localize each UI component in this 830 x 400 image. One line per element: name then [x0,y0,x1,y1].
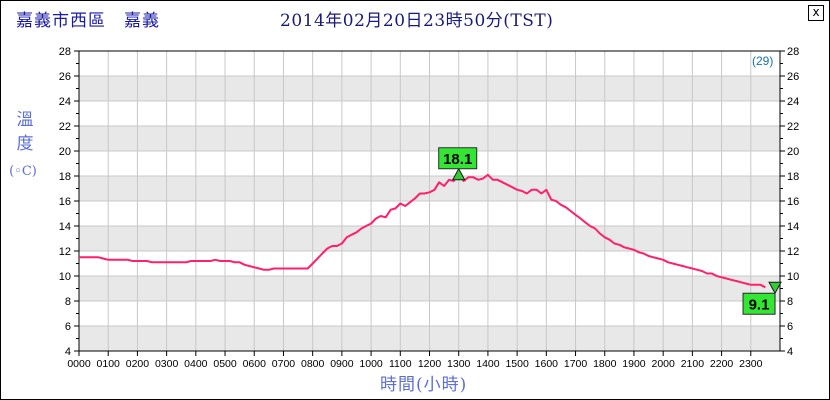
vertical-gridlines [107,51,752,351]
x-tick-label: 2200 [710,358,734,370]
x-tick-label: 1000 [359,358,383,370]
y-axis-unit: (◦C) [9,164,37,179]
max-value-label: 18.1 [443,151,472,168]
location-title: 嘉義市西區 嘉義 [16,11,160,31]
y-axis-label-char-2: 度 [16,134,34,154]
x-tick-label: 0800 [301,358,325,370]
y-tick-label: 10 [59,271,71,283]
x-tick-label: 0000 [67,358,91,370]
y-tick-label: 28 [59,46,71,58]
y-tick-label-right: 4 [787,346,793,358]
y-tick-label: 6 [65,321,71,333]
y-axis-right: 4 6 8 10 12 14 16 18 20 22 24 26 28 [780,46,799,358]
y-tick-label-right: 6 [787,321,793,333]
x-tick-label: 0500 [213,358,237,370]
max-marker [451,167,466,181]
min-value-label: 9.1 [749,296,770,313]
x-tick-label: 0400 [184,358,208,370]
x-tick-label: 1200 [418,358,442,370]
x-tick-label: 1400 [476,358,500,370]
min-marker [768,281,782,295]
y-tick-label: 20 [59,146,71,158]
y-tick-label-right: 16 [787,196,799,208]
close-button[interactable]: x [808,5,824,21]
y-tick-label-right: 26 [787,71,799,83]
x-tick-label: 1300 [447,358,471,370]
x-tick-label: 1600 [535,358,559,370]
y-tick-label-right: 20 [787,146,799,158]
y-tick-label-right: 12 [787,246,799,258]
y-tick-label: 22 [59,121,71,133]
y-tick-label: 14 [59,221,71,233]
x-axis: 0000 0100 0200 0300 0400 0500 0600 0700 0800 0900… [67,351,763,370]
y-tick-label-right: 22 [787,121,799,133]
x-axis-label: 時間(小時) [380,375,468,395]
y-axis-label-char-1: 溫 [16,110,34,130]
y-tick-label: 16 [59,196,71,208]
x-tick-label: 0600 [243,358,267,370]
y-tick-label: 24 [59,96,71,108]
x-tick-label: 0300 [155,358,179,370]
y-tick-label-right: 24 [787,96,799,108]
series-tag: (29) [752,54,773,68]
y-tick-label: 12 [59,246,71,258]
y-axis-label: 溫 度 (◦C) [9,108,40,182]
timestamp-title: 2014年02月20日23時50分(TST) [280,11,554,31]
y-tick-label-right: 14 [787,221,799,233]
x-tick-label: 1900 [622,358,646,370]
extreme-markers: 18.1 9.1 [438,147,782,315]
y-tick-label-right: 8 [787,296,793,308]
x-tick-label: 2000 [651,358,675,370]
y-tick-label: 4 [65,346,71,358]
x-tick-label: 1700 [564,358,588,370]
x-tick-label: 0100 [97,358,121,370]
y-tick-label: 18 [59,171,71,183]
x-tick-label: 0900 [330,358,354,370]
min-badge [742,292,776,315]
x-tick-label: 2100 [681,358,705,370]
y-tick-label-right: 10 [787,271,799,283]
x-tick-label: 0200 [126,358,150,370]
y-tick-label: 26 [59,71,71,83]
x-tick-label: 1800 [593,358,617,370]
x-tick-label: 2300 [739,358,763,370]
x-tick-label: 1100 [389,358,412,370]
x-tick-label: 0700 [272,358,296,370]
temperature-series-line [79,173,766,289]
max-badge [438,147,478,170]
y-tick-label: 8 [65,296,71,308]
y-tick-label-right: 18 [787,171,799,183]
y-axis-left: 4 6 8 10 12 14 16 18 20 22 24 26 28 [59,46,79,358]
x-tick-label: 1500 [505,358,529,370]
y-tick-label-right: 28 [787,46,799,58]
